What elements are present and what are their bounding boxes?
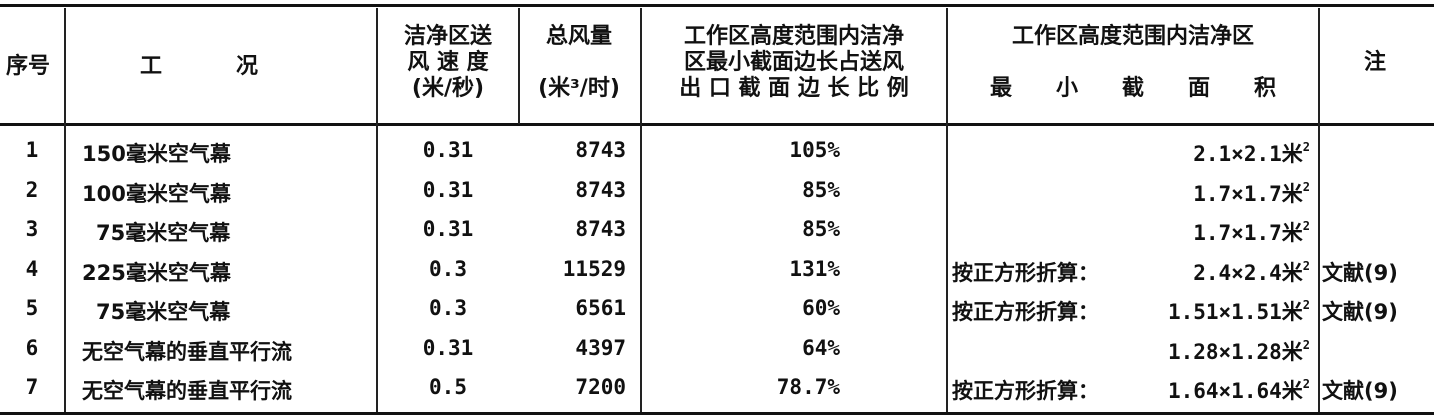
- col-divider: [640, 8, 642, 412]
- row-velocity: 0.3: [429, 296, 467, 320]
- row-area-prefix: 按正方形折算：: [952, 261, 1099, 285]
- header-velocity-line2: 风 速 度: [407, 50, 489, 75]
- row-velocity: 0.5: [429, 375, 467, 399]
- header-ratio-line3: 出 口 截 面 边 长 比 例: [679, 76, 909, 101]
- header-area: 工作区高度范围内洁净区 最 小 截 面 积: [950, 24, 1316, 102]
- row-area: 1.64×1.64米2: [1100, 375, 1310, 405]
- row-index: 3: [25, 217, 39, 241]
- header-area-line2: 最 小 截 面 积: [989, 76, 1276, 101]
- header-ratio-line1: 工作区高度范围内洁净: [683, 24, 904, 49]
- header-airflow-line1: 总风量: [545, 24, 612, 49]
- row-velocity: 0.31: [422, 138, 474, 162]
- row-index: 1: [25, 138, 39, 162]
- row-area-value: 2.4×2.4米: [1193, 261, 1303, 285]
- row-area-superscript: 2: [1302, 219, 1310, 233]
- row-area-superscript: 2: [1302, 377, 1310, 391]
- row-area: 1.7×1.7米2: [1100, 178, 1310, 208]
- row-area: 1.28×1.28米2: [1100, 336, 1310, 366]
- row-velocity: 0.3: [429, 257, 467, 281]
- row-area-superscript: 2: [1302, 140, 1310, 154]
- row-ratio: 85%: [802, 217, 840, 241]
- row-airflow: 8743: [575, 217, 626, 241]
- row-area: 1.51×1.51米2: [1100, 296, 1310, 326]
- row-area: 2.1×2.1米2: [1100, 138, 1310, 168]
- row-condition: 无空气幕的垂直平行流: [82, 340, 292, 364]
- row-airflow: 4397: [575, 336, 626, 360]
- row-area-prefix: 按正方形折算：: [952, 300, 1099, 324]
- row-airflow: 8743: [575, 138, 626, 162]
- header-velocity-line3: (米/秒): [411, 76, 485, 101]
- row-index: 7: [25, 375, 39, 399]
- row-velocity: 0.31: [422, 217, 474, 241]
- row-area-value: 2.1×2.1米: [1193, 142, 1303, 166]
- row-index: 2: [25, 178, 39, 202]
- row-index: 4: [25, 257, 39, 281]
- row-condition: 100毫米空气幕: [82, 182, 231, 206]
- row-note: 文献(9): [1322, 261, 1398, 285]
- row-area-superscript: 2: [1302, 338, 1310, 352]
- row-airflow: 6561: [575, 296, 626, 320]
- row-area-value: 1.64×1.64米: [1167, 379, 1303, 403]
- row-index: 5: [25, 296, 39, 320]
- row-area-prefix: 按正方形折算：: [952, 379, 1099, 403]
- header-ratio: 工作区高度范围内洁净 区最小截面边长占送风 出 口 截 面 边 长 比 例: [644, 24, 944, 102]
- row-note: 文献(9): [1322, 300, 1398, 324]
- col-divider: [518, 8, 520, 124]
- col-divider: [1318, 8, 1320, 412]
- top-rule: [0, 4, 1434, 7]
- col-divider: [64, 8, 66, 412]
- row-area: 2.4×2.4米2: [1100, 257, 1310, 287]
- row-area-superscript: 2: [1302, 180, 1310, 194]
- header-velocity: 洁净区送 风 速 度 (米/秒): [380, 24, 516, 102]
- col-divider: [376, 8, 378, 412]
- header-ratio-line2: 区最小截面边长占送风: [683, 50, 904, 75]
- row-condition: 75毫米空气幕: [96, 221, 231, 245]
- row-ratio: 64%: [802, 336, 840, 360]
- row-ratio: 131%: [789, 257, 840, 281]
- header-area-line1: 工作区高度范围内洁净区: [1011, 24, 1254, 49]
- header-velocity-line1: 洁净区送: [403, 24, 492, 49]
- row-area: 1.7×1.7米2: [1100, 217, 1310, 247]
- row-area-superscript: 2: [1302, 298, 1310, 312]
- col-divider: [946, 8, 948, 412]
- row-ratio: 105%: [789, 138, 840, 162]
- row-airflow: 7200: [575, 375, 626, 399]
- row-ratio: 60%: [802, 296, 840, 320]
- row-condition: 无空气幕的垂直平行流: [82, 379, 292, 403]
- header-index: 序号: [6, 54, 51, 79]
- header-airflow-line2: (米³/时): [538, 76, 620, 101]
- row-area-superscript: 2: [1302, 259, 1310, 273]
- bottom-rule: [0, 412, 1434, 415]
- header-condition: 工 况: [140, 54, 261, 79]
- row-note: 文献(9): [1322, 379, 1398, 403]
- row-ratio: 85%: [802, 178, 840, 202]
- row-condition: 225毫米空气幕: [82, 261, 231, 285]
- row-condition: 75毫米空气幕: [96, 300, 231, 324]
- row-velocity: 0.31: [422, 178, 474, 202]
- row-condition: 150毫米空气幕: [82, 142, 231, 166]
- header-rule: [0, 123, 1434, 126]
- row-index: 6: [25, 336, 39, 360]
- row-ratio: 78.7%: [776, 375, 840, 399]
- row-area-value: 1.7×1.7米: [1193, 221, 1303, 245]
- row-area-value: 1.7×1.7米: [1193, 182, 1303, 206]
- row-area-value: 1.51×1.51米: [1167, 300, 1303, 324]
- header-note: 注: [1364, 50, 1387, 75]
- row-area-value: 1.28×1.28米: [1167, 340, 1303, 364]
- row-airflow: 11529: [562, 257, 626, 281]
- row-airflow: 8743: [575, 178, 626, 202]
- row-velocity: 0.31: [422, 336, 474, 360]
- header-airflow: 总风量 (米³/时): [518, 24, 640, 102]
